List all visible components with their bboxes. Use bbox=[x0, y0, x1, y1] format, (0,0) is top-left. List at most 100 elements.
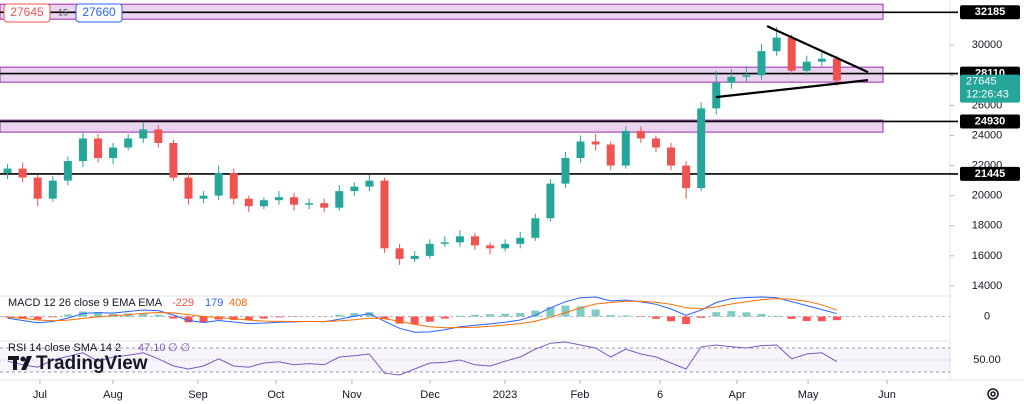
macd-hist-bar bbox=[501, 313, 510, 317]
rsi-line bbox=[7, 341, 838, 376]
zone bbox=[0, 66, 884, 83]
x-tick-label: Nov bbox=[342, 389, 362, 401]
level-label: 21445 bbox=[975, 168, 1006, 180]
trendline bbox=[766, 25, 869, 74]
candle-body bbox=[531, 218, 540, 238]
macd-hist-bar bbox=[561, 305, 570, 317]
macd-hist-bar bbox=[757, 313, 766, 317]
y-tick-label: 16000 bbox=[972, 250, 1003, 262]
y-tick-label: 20000 bbox=[972, 190, 1003, 202]
candle-body bbox=[516, 237, 525, 244]
price-tag: 27645 bbox=[966, 76, 997, 88]
candle-body bbox=[440, 242, 449, 244]
candle-body bbox=[154, 129, 163, 143]
rsi-title: RSI 14 close SMA 14 2 bbox=[8, 342, 121, 354]
candle-body bbox=[471, 236, 479, 246]
candle-body bbox=[561, 158, 570, 184]
y-tick-label: 30000 bbox=[972, 39, 1003, 51]
x-tick-label: Jun bbox=[878, 389, 896, 401]
macd-hist-bar bbox=[440, 316, 449, 319]
macd-hist-bar bbox=[335, 314, 344, 317]
candle-body bbox=[697, 108, 706, 189]
candle-body bbox=[757, 51, 766, 76]
macd-hist-bar bbox=[802, 316, 811, 321]
candle-body bbox=[667, 147, 676, 166]
zone bbox=[0, 119, 884, 133]
macd-hist-bar bbox=[109, 313, 118, 317]
macd-hist-bar bbox=[410, 316, 419, 325]
candle-body bbox=[501, 243, 510, 249]
macd-hist-bar bbox=[395, 316, 404, 324]
macd-hist-bar bbox=[214, 316, 223, 320]
ask-box bbox=[75, 3, 123, 23]
candle-body bbox=[380, 180, 389, 249]
macd-hist-bar bbox=[18, 316, 27, 319]
candle-body bbox=[335, 191, 344, 208]
macd-hist-bar bbox=[455, 315, 464, 317]
candle-body bbox=[214, 173, 223, 196]
rsi-band bbox=[0, 348, 950, 372]
x-tick-label: 2023 bbox=[493, 389, 517, 401]
candle-body bbox=[63, 161, 72, 181]
macd-hist-bar bbox=[832, 316, 841, 321]
candle-body bbox=[78, 138, 87, 162]
macd-hist-bar bbox=[742, 312, 751, 317]
macd-hist-bar bbox=[621, 315, 630, 317]
gear-icon[interactable] bbox=[987, 388, 999, 400]
candle-body bbox=[109, 147, 118, 159]
candle-body bbox=[546, 183, 555, 219]
y-tick-label: 24000 bbox=[972, 129, 1003, 141]
candle-body bbox=[772, 37, 781, 52]
candle-body bbox=[94, 138, 103, 159]
candle-body bbox=[727, 76, 736, 83]
level-label-box bbox=[960, 166, 1020, 181]
macd-hist-bar bbox=[516, 312, 525, 317]
candle-body bbox=[455, 236, 464, 243]
macd-hist-bar bbox=[380, 316, 389, 320]
macd-hist-bar bbox=[712, 312, 721, 317]
candle-body bbox=[18, 168, 27, 178]
trendline bbox=[715, 79, 869, 99]
macd-hist-bar bbox=[184, 316, 193, 323]
macd-hist-bar bbox=[651, 316, 660, 319]
macd-hist-bar bbox=[682, 316, 691, 325]
macd-hist-bar bbox=[591, 309, 600, 317]
candle-body bbox=[832, 58, 841, 81]
candle-body bbox=[169, 142, 178, 178]
macd-hist-bar bbox=[33, 316, 42, 320]
macd-hist-bar bbox=[471, 314, 479, 317]
x-tick-label: Sep bbox=[188, 389, 208, 401]
candle-body bbox=[244, 198, 253, 207]
candle-body bbox=[124, 138, 133, 148]
macd-hist-bar bbox=[350, 313, 359, 317]
macd-hist-bar bbox=[531, 310, 540, 317]
rsi-placeholders: ∅ ∅ bbox=[168, 342, 190, 354]
macd-hist-bar bbox=[229, 316, 238, 320]
x-tick-label: Jul bbox=[33, 389, 47, 401]
candle-body bbox=[425, 243, 434, 256]
bid: 27645 bbox=[10, 5, 44, 19]
macd-hist-bar bbox=[78, 311, 87, 317]
ask: 27660 bbox=[82, 5, 116, 19]
candle-body bbox=[742, 75, 751, 77]
macd-hist-bar bbox=[727, 311, 736, 317]
macd-hist-bar bbox=[94, 312, 103, 317]
signal-value: 408 bbox=[229, 297, 247, 309]
x-tick-label: Oct bbox=[267, 389, 284, 401]
candle-body bbox=[591, 141, 600, 145]
macd-tick-label: 0 bbox=[984, 310, 990, 322]
macd-hist-bar bbox=[63, 314, 72, 317]
macd-hist-bar bbox=[259, 316, 268, 319]
x-tick-label: Dec bbox=[420, 389, 440, 401]
macd-hist-bar bbox=[199, 316, 208, 323]
candle-body bbox=[229, 173, 238, 199]
macd-value: 179 bbox=[205, 297, 223, 309]
candle-body bbox=[395, 248, 404, 259]
macd-hist-bar bbox=[546, 307, 555, 317]
price-tag-time: 12:26:43 bbox=[966, 89, 1009, 101]
candle-body bbox=[184, 177, 193, 199]
candle-body bbox=[712, 82, 721, 109]
bid-box bbox=[3, 3, 51, 23]
candle-body bbox=[787, 37, 796, 71]
